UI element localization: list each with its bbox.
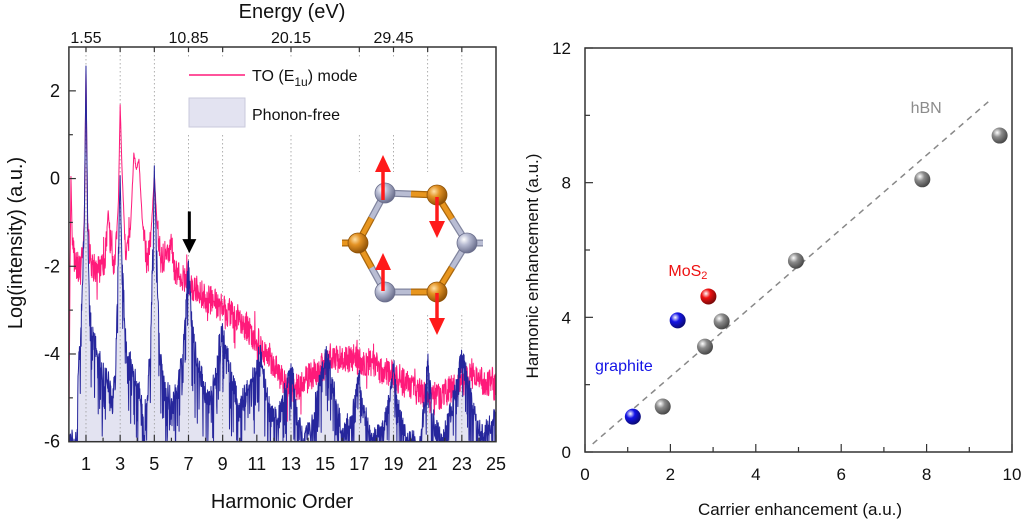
energy-tick-label: 20.15 [271, 30, 311, 47]
series-label-graphite: graphite [595, 358, 653, 375]
x-tick-label: 1 [81, 454, 91, 474]
left-axis-ticks [68, 47, 497, 443]
atom-orange [347, 232, 369, 254]
phonon-free-series-layer [68, 65, 497, 442]
data-point-hbn [696, 338, 713, 355]
series-label-text: graphite [595, 358, 653, 375]
top-axis-title: Energy (eV) [239, 1, 346, 23]
y-tick-label: -6 [44, 432, 60, 452]
data-point-mos2 [700, 288, 717, 305]
x-tick-label: 2 [666, 465, 675, 484]
to-mode-series-layer [68, 70, 497, 441]
legend-label-to-mode: TO (E1u) mode [252, 68, 358, 89]
x-tick-label: 17 [349, 454, 369, 474]
x-tick-label: 3 [115, 454, 125, 474]
arrow-down-icon [182, 239, 197, 254]
x-tick-label: 21 [418, 454, 438, 474]
x-axis-title: Harmonic Order [211, 491, 354, 513]
x-tick-label: 23 [452, 454, 472, 474]
x-tick-label: 6 [836, 465, 845, 484]
atom-gray [374, 281, 396, 303]
x-tick-label: 13 [281, 454, 301, 474]
series-label-text: MoS [668, 262, 701, 279]
energy-tick-label: 29.45 [373, 30, 413, 47]
energy-tick-label: 10.85 [168, 30, 208, 47]
data-point-graphite [669, 312, 686, 329]
y-tick-label: -4 [44, 344, 60, 364]
series-labels-layer: hBN graphite MoS2 [595, 99, 942, 374]
y-tick-label: -2 [44, 256, 60, 276]
scatter-points-layer [624, 127, 1008, 425]
data-point-hbn [787, 252, 804, 269]
annotation-layer [182, 211, 197, 254]
series-label-subscript: 2 [701, 270, 707, 282]
y-tick-label: 0 [562, 443, 571, 462]
right-axis-ticks [584, 47, 1013, 453]
arrow-up-icon [375, 155, 391, 172]
phonon-free-series-line [68, 65, 497, 442]
x-tick-label: 19 [383, 454, 403, 474]
x-axis-title-right: Carrier enhancement (a.u.) [698, 500, 902, 519]
y-axis-title-right: Harmonic enhancement (a.u.) [523, 154, 542, 379]
legend-label-phonon-free: Phonon-free [252, 107, 340, 124]
series-label-text: hBN [911, 99, 942, 116]
x-tick-label: 10 [1003, 465, 1022, 484]
atoms [347, 182, 478, 303]
y-tick-label: 2 [50, 81, 60, 101]
right-axis-tick-labels: 0 2 4 6 8 10 0 4 8 12 [552, 39, 1021, 484]
data-point-hbn [914, 171, 931, 188]
y-tick-label: 12 [552, 39, 571, 58]
atom-gray [456, 232, 478, 254]
data-point-hbn [713, 313, 730, 330]
x-tick-label: 25 [486, 454, 506, 474]
x-tick-label: 9 [218, 454, 228, 474]
legend: TO (E1u) mode Phonon-free [184, 57, 396, 133]
x-tick-label: 0 [580, 465, 589, 484]
x-tick-label: 4 [751, 465, 760, 484]
energy-tick-label: 1.55 [70, 30, 101, 47]
arrow-down-icon [429, 318, 445, 335]
series-label-hbn: hBN [911, 99, 942, 116]
displacement-arrows [375, 155, 445, 335]
data-point-hbn [654, 398, 671, 415]
harmonic-spectrum-chart: TO (E1u) mode Phonon-free [5, 1, 506, 513]
x-tick-label: 7 [183, 454, 193, 474]
left-plot-frame [68, 46, 497, 443]
to-mode-series-line [68, 70, 497, 441]
x-tick-label: 11 [247, 454, 266, 474]
y-tick-label: 8 [562, 174, 571, 193]
legend-fill-swatch [188, 97, 246, 128]
arrow-down-icon [429, 221, 445, 238]
data-point-hbn [991, 127, 1008, 144]
lattice-inset [340, 155, 483, 335]
data-point-graphite [624, 408, 641, 425]
arrow-up-icon [375, 253, 391, 270]
y-axis-title: Log(intensity) (a.u.) [5, 157, 27, 329]
x-tick-label: 5 [149, 454, 159, 474]
atom-gray [374, 182, 396, 204]
y-tick-label: 4 [562, 308, 571, 327]
x-tick-label: 15 [315, 454, 335, 474]
y-tick-label: 0 [50, 169, 60, 189]
x-tick-label: 8 [922, 465, 931, 484]
series-label-mos2: MoS2 [668, 262, 707, 282]
